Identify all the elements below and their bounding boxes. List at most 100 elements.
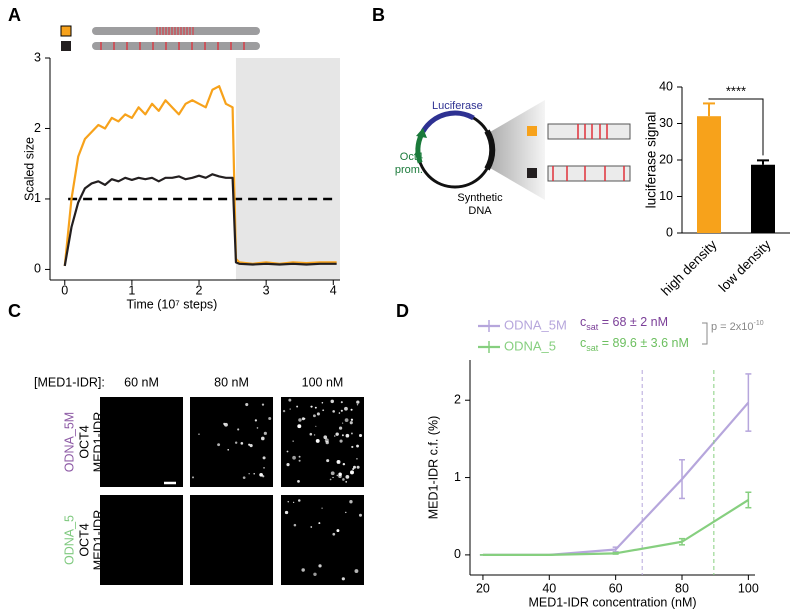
droplet: [340, 409, 343, 412]
droplet: [356, 465, 360, 469]
error-bar: [745, 491, 752, 509]
droplet: [292, 455, 296, 460]
y-tick-label: 10: [659, 189, 673, 203]
error-bar: [679, 537, 686, 546]
droplet: [345, 433, 350, 438]
droplet: [358, 513, 362, 517]
y-tick-label: 30: [659, 116, 673, 130]
csat-text-part: c: [580, 315, 586, 329]
csat-text-part: sat: [586, 343, 599, 353]
panel-label: D: [396, 301, 409, 321]
p-value-part: -10: [754, 320, 764, 327]
droplet: [340, 401, 343, 404]
x-tick-label: 1: [128, 283, 135, 297]
p-value: p = 2x10-10: [711, 320, 764, 333]
y-axis-label: luciferase signal: [644, 112, 659, 209]
droplet: [345, 475, 350, 479]
droplet: [313, 572, 317, 577]
droplet: [234, 441, 238, 444]
droplet: [286, 450, 289, 453]
droplet: [227, 449, 229, 451]
x-tick-label: 3: [263, 283, 270, 297]
droplet: [315, 425, 317, 428]
y-tick-label: 20: [659, 152, 673, 166]
droplet: [345, 511, 347, 514]
droplet: [301, 417, 305, 421]
y-tick-label: 2: [34, 121, 41, 135]
legend-label: ODNA_5: [504, 338, 556, 353]
droplet: [256, 427, 259, 429]
y-tick-label: 0: [34, 262, 41, 276]
error-bar: [612, 546, 619, 553]
x-tick-label: high density: [658, 237, 720, 299]
droplet: [293, 501, 295, 503]
droplet: [282, 409, 286, 413]
droplet: [336, 474, 339, 477]
micrograph: [190, 495, 273, 585]
black-icon: [527, 168, 537, 178]
droplet: [334, 435, 336, 437]
droplet: [249, 444, 253, 448]
y-tick-label: 1: [454, 470, 461, 484]
x-tick-label: 40: [542, 581, 556, 595]
y-tick-label: 2: [454, 393, 461, 407]
csat-text: csat = 68 ± 2 nM: [580, 315, 668, 332]
droplet: [314, 406, 317, 409]
micrograph: [281, 495, 364, 585]
droplet: [312, 414, 316, 418]
y-tick-label: 3: [34, 50, 41, 64]
csat-text-part: sat: [586, 322, 599, 332]
micrograph: [100, 495, 183, 585]
droplet: [318, 564, 322, 568]
x-tick-label: 20: [476, 581, 490, 595]
row-label: OCT4: [77, 425, 91, 458]
droplet: [356, 457, 358, 460]
droplet: [321, 401, 324, 404]
x-tick-label: 60: [609, 581, 623, 595]
droplet: [260, 436, 265, 441]
x-tick-label: 0: [61, 283, 68, 297]
dense-marks: [156, 27, 194, 35]
droplet: [297, 479, 300, 483]
sparse-marks: [552, 166, 625, 181]
droplet: [298, 499, 301, 502]
droplet: [338, 412, 341, 414]
black-icon: [61, 41, 71, 51]
y-axis-label: Scaled size: [22, 137, 36, 201]
droplet: [253, 472, 255, 475]
droplet: [261, 403, 265, 406]
droplet: [356, 444, 359, 448]
sparse-marks: [100, 42, 245, 50]
droplet: [284, 510, 289, 515]
droplet: [245, 402, 249, 407]
shaded-region: [235, 58, 340, 280]
droplet: [263, 431, 267, 435]
droplet: [332, 410, 335, 413]
error-bar: [679, 459, 686, 500]
micrograph: [100, 397, 183, 487]
droplet: [293, 523, 297, 527]
droplet: [323, 435, 328, 440]
dense-insert: [547, 123, 631, 140]
row-name: ODNA_5M: [62, 412, 76, 472]
orange-icon: [60, 25, 72, 37]
droplet: [263, 467, 265, 469]
droplet: [336, 529, 340, 533]
droplet: [350, 408, 353, 411]
y-tick-label: 1: [34, 191, 41, 205]
row-name: ODNA_5: [62, 515, 76, 565]
droplet: [335, 432, 339, 436]
droplet: [289, 408, 291, 410]
panel-label: A: [8, 5, 21, 25]
droplet: [198, 433, 200, 435]
series-line: [63, 173, 337, 267]
droplet: [332, 532, 336, 536]
error-bar: [745, 373, 752, 432]
x-tick-label: 100: [738, 581, 759, 595]
insert-label: Synthetic: [457, 192, 503, 204]
droplet: [248, 473, 250, 475]
droplet: [330, 399, 334, 404]
droplet: [240, 442, 244, 445]
error-bar: [703, 102, 715, 117]
